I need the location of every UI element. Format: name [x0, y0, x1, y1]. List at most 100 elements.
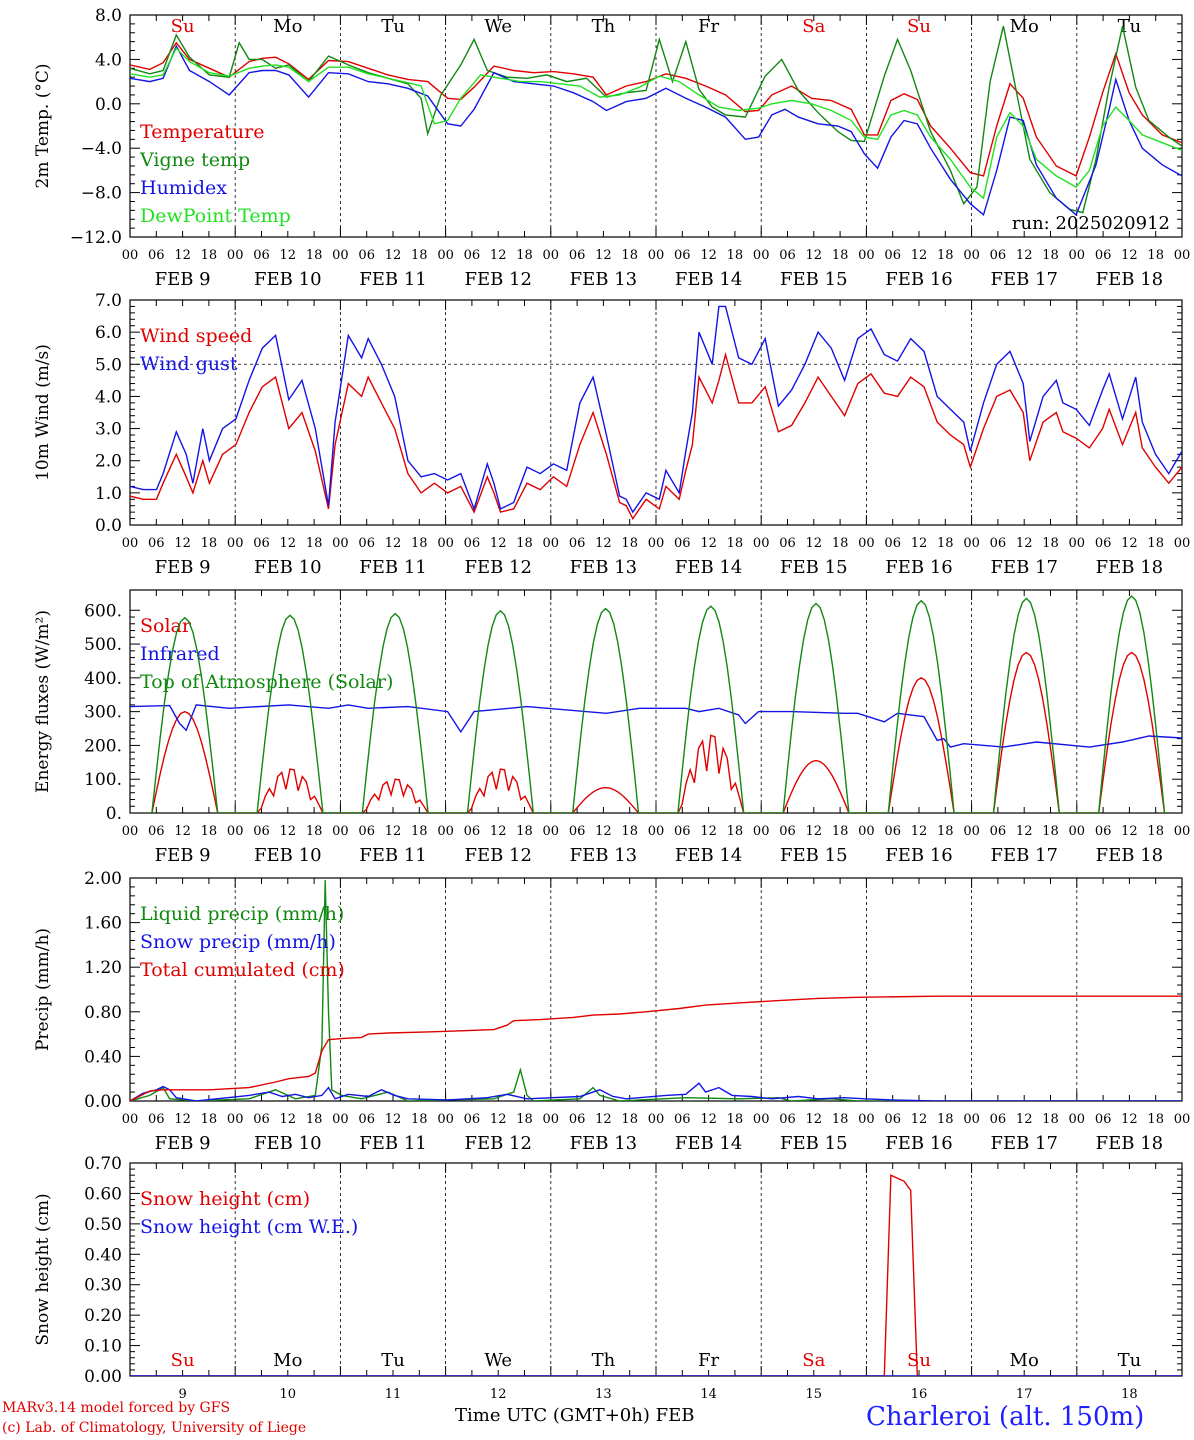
day-number-label: 9: [178, 1387, 186, 1402]
y-tick-label: 1.0: [95, 484, 122, 504]
hour-tick-label: 00: [858, 1112, 875, 1127]
legend-entry: Vigne temp: [139, 149, 250, 171]
y-tick-label: 8.0: [95, 6, 122, 26]
hour-tick-label: 18: [621, 1112, 638, 1127]
legend-entry: Infrared: [140, 643, 220, 665]
date-label: FEB 12: [464, 269, 531, 290]
hour-tick-label: 12: [1016, 248, 1033, 263]
hour-tick-label: 12: [911, 824, 928, 839]
day-of-week-label: Mo: [273, 16, 302, 37]
legend-entry: Wind gust: [140, 353, 238, 375]
hour-tick-label: 00: [437, 536, 454, 551]
date-label: FEB 12: [464, 557, 531, 578]
hour-tick-label: 00: [963, 824, 980, 839]
date-label: FEB 9: [155, 269, 211, 290]
date-label: FEB 14: [675, 1133, 742, 1154]
y-tick-label: 6.0: [95, 323, 122, 343]
y-tick-label: 0.0: [95, 95, 122, 115]
series-line-wind-gust: [130, 305, 1182, 514]
hour-tick-label: 18: [1042, 248, 1059, 263]
hour-tick-label: 00: [227, 1112, 244, 1127]
series-line-infrared: [130, 704, 1182, 748]
y-tick-label: 2.0: [95, 452, 122, 472]
hour-tick-label: 12: [700, 824, 717, 839]
hour-tick-label: 12: [490, 536, 507, 551]
hour-tick-label: 00: [1174, 536, 1191, 551]
hour-tick-label: 18: [1147, 248, 1164, 263]
hour-tick-label: 18: [1042, 824, 1059, 839]
hour-tick-label: 00: [122, 536, 139, 551]
hour-tick-label: 00: [648, 536, 665, 551]
hour-tick-label: 06: [253, 248, 270, 263]
date-label: FEB 18: [1096, 557, 1163, 578]
hour-tick-label: 00: [858, 824, 875, 839]
series-line-snow-precip-mm-h-: [130, 1082, 1182, 1101]
hour-tick-label: 00: [1069, 824, 1086, 839]
y-tick-label: 7.0: [95, 291, 122, 311]
hour-tick-label: 00: [648, 1112, 665, 1127]
run-annotation: run: 2025020912: [1012, 213, 1170, 234]
hour-tick-label: 00: [1174, 1112, 1191, 1127]
day-of-week-label: Tu: [1118, 1350, 1142, 1371]
date-label: FEB 16: [885, 269, 952, 290]
hour-tick-label: 12: [911, 248, 928, 263]
hour-tick-label: 00: [858, 536, 875, 551]
hour-tick-label: 06: [1095, 1112, 1112, 1127]
day-of-week-label: Su: [171, 16, 195, 37]
date-label: FEB 15: [780, 1133, 847, 1154]
hour-tick-label: 12: [174, 824, 191, 839]
y-axis-label: Energy fluxes (W/m²): [33, 610, 53, 793]
date-label: FEB 13: [570, 1133, 637, 1154]
plot-frame: [129, 299, 1183, 526]
hour-tick-label: 12: [490, 248, 507, 263]
day-number-label: 13: [595, 1387, 612, 1402]
day-of-week-label: Su: [907, 1350, 931, 1371]
day-of-week-label: Sa: [802, 16, 825, 37]
series-line-snow-height-cm-: [130, 1174, 1182, 1376]
hour-tick-label: 06: [990, 824, 1007, 839]
hour-tick-label: 06: [148, 824, 165, 839]
y-tick-label: 600.: [84, 601, 122, 621]
hour-tick-label: 00: [648, 248, 665, 263]
hour-tick-label: 06: [674, 824, 691, 839]
series-line-vigne-temp: [130, 25, 1182, 214]
hour-tick-label: 00: [1174, 248, 1191, 263]
hour-tick-label: 12: [1016, 536, 1033, 551]
date-label: FEB 11: [359, 1133, 426, 1154]
hour-tick-label: 18: [411, 1112, 428, 1127]
hour-tick-label: 18: [516, 248, 533, 263]
day-number-label: 18: [1121, 1387, 1138, 1402]
hour-tick-label: 18: [937, 536, 954, 551]
hour-tick-label: 06: [464, 1112, 481, 1127]
hour-tick-label: 00: [332, 248, 349, 263]
date-label: FEB 17: [990, 1133, 1057, 1154]
hour-tick-label: 00: [437, 1112, 454, 1127]
hour-tick-label: 12: [1016, 824, 1033, 839]
hour-tick-label: 12: [385, 1112, 402, 1127]
y-tick-label: 0.70: [84, 1154, 122, 1174]
y-tick-label: −4.0: [81, 139, 122, 159]
date-label: FEB 9: [155, 845, 211, 866]
hour-tick-label: 00: [227, 248, 244, 263]
hour-tick-label: 06: [990, 536, 1007, 551]
y-tick-label: 5.0: [95, 355, 122, 375]
hour-tick-label: 12: [806, 1112, 823, 1127]
y-axis-label: 2m Temp. (°C): [33, 63, 53, 188]
hour-tick-label: 00: [332, 824, 349, 839]
x-axis-title: Time UTC (GMT+0h) FEB: [455, 1405, 695, 1426]
hour-tick-label: 18: [937, 248, 954, 263]
hour-tick-label: 00: [122, 1112, 139, 1127]
hour-tick-label: 18: [201, 1112, 218, 1127]
hour-tick-label: 06: [569, 536, 586, 551]
hour-tick-label: 00: [963, 248, 980, 263]
hour-tick-label: 18: [727, 824, 744, 839]
date-label: FEB 16: [885, 1133, 952, 1154]
hour-tick-label: 00: [753, 536, 770, 551]
panel-2: 7.0 6.0 5.0 4.0 3.0 2.0 1.0 0.0 10m Wind (m/s) 00…: [33, 291, 1190, 578]
hour-tick-label: 12: [385, 248, 402, 263]
hour-tick-label: 12: [806, 824, 823, 839]
legend-entry: Solar: [140, 615, 192, 637]
hour-tick-label: 18: [201, 536, 218, 551]
hour-tick-label: 06: [569, 248, 586, 263]
hour-tick-label: 00: [753, 824, 770, 839]
